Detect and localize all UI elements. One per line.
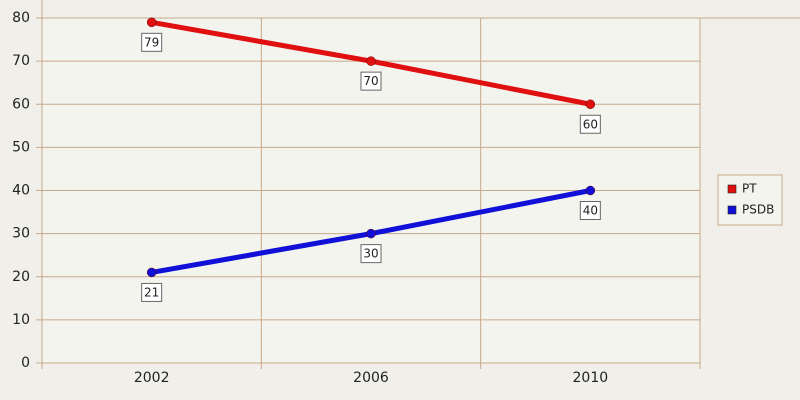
data-label-text: 30 xyxy=(363,247,378,261)
y-tick-label: 70 xyxy=(12,53,30,69)
y-tick-label: 10 xyxy=(12,312,30,328)
data-label: 60 xyxy=(579,114,601,134)
data-point xyxy=(146,267,157,278)
data-point xyxy=(585,99,596,109)
data-label-text: 40 xyxy=(583,204,598,218)
y-tick-label: 80 xyxy=(12,10,30,26)
data-label-box xyxy=(360,71,382,91)
y-tick-label: 50 xyxy=(12,139,30,155)
y-tick-label: 30 xyxy=(12,226,30,242)
data-point xyxy=(146,17,157,28)
y-tick-label: 20 xyxy=(12,269,30,285)
data-label-text: 60 xyxy=(583,117,598,131)
data-point xyxy=(585,185,596,196)
legend-swatch xyxy=(727,184,737,194)
data-label-text: 70 xyxy=(363,74,378,88)
data-point xyxy=(366,56,376,66)
legend-label: PSDB xyxy=(742,203,774,217)
data-label: 30 xyxy=(360,244,382,264)
legend-label: PT xyxy=(742,182,757,196)
data-label-box xyxy=(141,32,163,52)
y-tick-label: 60 xyxy=(12,96,30,112)
data-label: 40 xyxy=(579,201,601,220)
data-label-text: 21 xyxy=(144,285,159,299)
data-label: 70 xyxy=(360,71,382,91)
x-tick-label: 2010 xyxy=(573,370,609,386)
data-label-box xyxy=(360,244,382,264)
data-label-box xyxy=(579,201,601,220)
legend-swatch xyxy=(727,205,737,215)
y-tick-label: 0 xyxy=(21,355,30,371)
legend-box xyxy=(717,174,783,226)
data-label: 79 xyxy=(141,32,163,52)
data-label: 21 xyxy=(141,282,163,302)
x-tick-label: 2002 xyxy=(134,370,170,386)
y-tick-label: 40 xyxy=(12,183,30,199)
data-label-box xyxy=(579,114,601,134)
data-label-text: 79 xyxy=(144,35,159,49)
data-point xyxy=(366,228,376,239)
data-label-box xyxy=(141,282,163,302)
x-tick-label: 2006 xyxy=(353,370,389,386)
